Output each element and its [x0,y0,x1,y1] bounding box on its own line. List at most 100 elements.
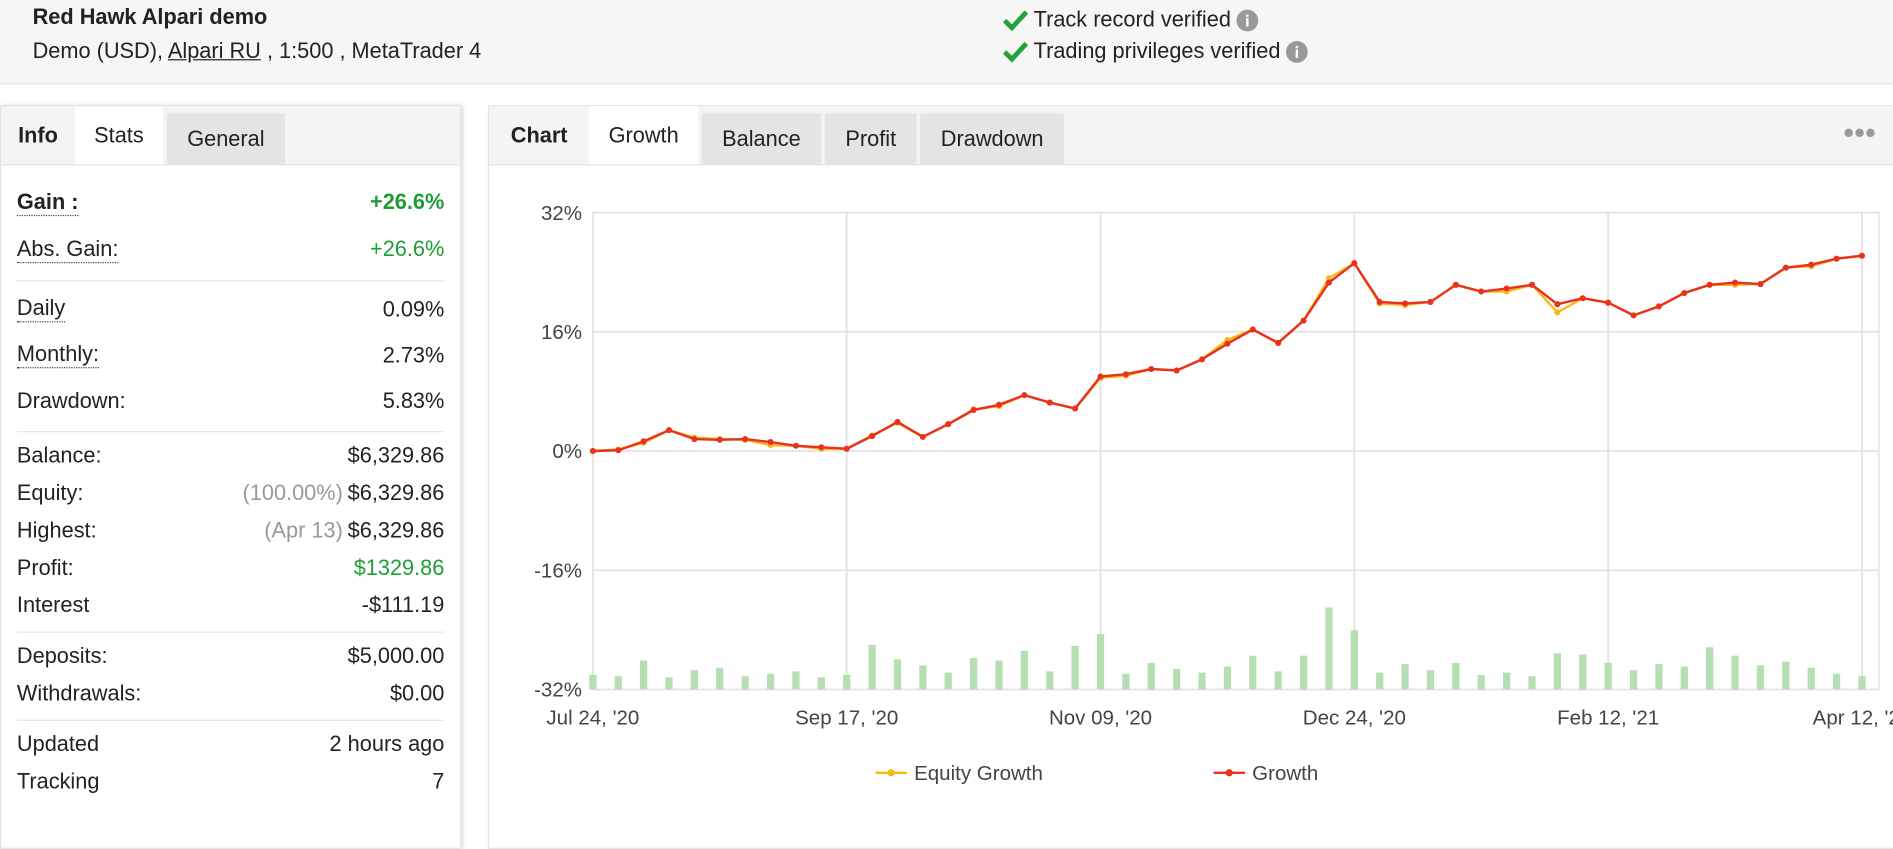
volume-bar [1706,647,1714,690]
verification-text: Track record verified [1033,7,1231,32]
stat-label: Tracking [16,769,100,794]
volume-bar [1173,668,1181,690]
stat-label: Profit: [16,555,74,580]
volume-bar [741,676,749,690]
volume-bar [1350,630,1358,690]
tab[interactable]: Growth [589,106,698,165]
legend-marker [1225,769,1233,777]
series-point [1706,281,1713,288]
legend-label: Equity Growth [914,762,1043,785]
stats-row: Withdrawals: $0.00 [17,675,444,712]
info-icon[interactable] [1236,8,1260,32]
volume-bar [766,673,775,690]
volume-bar [1629,670,1638,690]
stats-row: Highest: (Apr 13) $6,329.86 [17,512,444,549]
y-tick-label: 0% [552,440,582,463]
stat-label: Interest [16,592,90,618]
volume-bar [1579,654,1587,690]
series-point [640,438,647,445]
stats-row: Abs. Gain: +26.6% [16,226,444,273]
tab[interactable]: Info [18,123,58,148]
stats-group: Balance: $6,329.86 Equity: (100.00%) $6,329.… [16,432,445,633]
stats-row: Drawdown: 5.83% [17,378,444,424]
system-title: Red Hawk Alpari demo [32,4,268,29]
tab[interactable]: Balance [701,113,822,165]
volume-bar [1426,670,1435,690]
tab[interactable]: Profit [824,113,917,165]
broker-link[interactable]: Alpari RU [167,38,261,63]
series-point [1808,261,1815,268]
volume-bar [1325,607,1333,690]
volume-bar [1046,671,1054,690]
series-point [1503,285,1510,292]
stats-row: Monthly: 2.73% [16,332,445,378]
stat-label: Balance: [16,443,102,468]
series-point [1148,366,1155,373]
series-point [716,436,723,443]
series-point [666,427,673,434]
series-point [1858,252,1865,259]
series-point [1376,298,1383,305]
series-point [691,436,698,443]
volume-bar [919,665,927,690]
stat-value: $6,329.86 [347,443,445,468]
stat-value: $1329.86 [353,555,445,580]
series-point [589,447,596,455]
volume-bar [1096,633,1105,690]
menu-icon[interactable] [1844,126,1878,140]
series-point [1681,289,1688,297]
stats-row: Interest -$111.19 [17,587,444,624]
series-point [1554,301,1561,308]
stats-row: Gain : +26.6% [16,179,444,226]
volume-bar [1858,676,1866,690]
volume-bar [1020,650,1028,690]
tab[interactable]: Stats [74,106,164,165]
series-point [1300,317,1307,324]
series-point [1021,392,1028,399]
series-point [1275,339,1282,346]
info-icon[interactable] [1285,39,1309,63]
volume-bar [589,674,597,690]
series-point [1833,255,1840,262]
stat-label: Deposits: [16,643,108,668]
volume-bar [868,644,876,690]
series-point [1427,298,1434,305]
chart: 32% 16% 0% -16% -32% Jul 24, '20 Sep 17, '20 No… [534,202,1893,785]
tab[interactable]: Drawdown [920,113,1065,165]
stat-value: -$111.19 [361,592,445,618]
y-tick-label: -32% [534,679,582,702]
series-point [919,433,926,440]
series-point [1757,281,1764,288]
tab-bar: Info Stats General [1,106,461,166]
stat-label: Monthly: [16,342,100,369]
y-tick-label: 32% [541,202,582,225]
tab[interactable]: General [166,113,286,165]
x-tick-label: Jul 24, '20 [546,706,639,729]
verification: Trading privileges verified [1002,39,1309,64]
account-details: , 1:500 , MetaTrader 4 [266,38,482,63]
volume-bar [1731,655,1739,690]
stat-value-wrap: $6,329.86 [348,443,445,468]
series-point [894,418,901,425]
stat-value-wrap: 5.83% [383,388,445,413]
series-point [843,445,850,452]
tab[interactable]: Chart [510,123,568,148]
stats-group: Daily 0.09% Monthly: 2.73% Drawdown: 5.83% [16,281,445,433]
series-point [792,442,799,449]
series-point [1655,303,1662,310]
stat-value-wrap: -$111.19 [362,593,445,618]
series-point [1249,326,1256,333]
stat-value-wrap: 2.73% [383,342,445,367]
stat-label: Withdrawals: [16,681,142,706]
stat-value-wrap: 0.09% [383,296,445,321]
stat-value: 2 hours ago [329,731,445,756]
stat-label: Gain : [16,189,79,216]
stat-value: $6,329.86 [347,518,445,543]
volume-bar [817,677,825,690]
stat-note: (100.00%) [242,480,343,505]
stat-value-wrap: +26.6% [370,190,444,215]
y-tick-label: 16% [541,321,582,344]
x-tick-label: Apr 12, '21 [1813,706,1893,729]
stat-value: +26.6% [370,189,445,214]
y-tick-label: -16% [534,559,582,582]
